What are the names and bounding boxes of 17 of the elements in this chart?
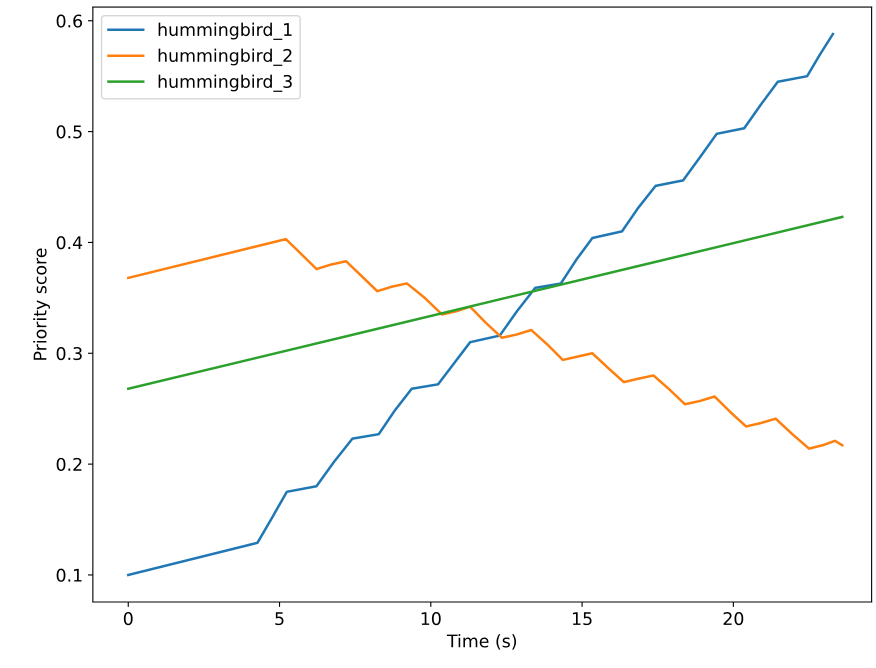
- y-tick-label: 0.6: [56, 14, 82, 28]
- y-tick-label: 0.2: [56, 458, 82, 471]
- x-tick-label: 15: [572, 612, 592, 626]
- y-axis-title: Priority score: [33, 248, 50, 360]
- x-tick-label: 10: [422, 612, 441, 626]
- y-tick-label: 0.1: [56, 568, 82, 582]
- x-axis-title: Time (s): [446, 634, 516, 650]
- legend-label: hummingbird_1: [158, 22, 292, 40]
- legend-label: hummingbird_3: [158, 74, 292, 92]
- y-tick-label: 0.5: [56, 125, 82, 138]
- line-series: [127, 238, 844, 450]
- x-tick-label: 5: [275, 612, 284, 626]
- legend-label: hummingbird_2: [158, 48, 292, 66]
- y-tick-label: 0.3: [56, 346, 82, 360]
- x-tick-label: 0: [124, 612, 133, 626]
- y-tick-label: 0.4: [56, 236, 82, 250]
- x-tick-label: 20: [724, 612, 744, 626]
